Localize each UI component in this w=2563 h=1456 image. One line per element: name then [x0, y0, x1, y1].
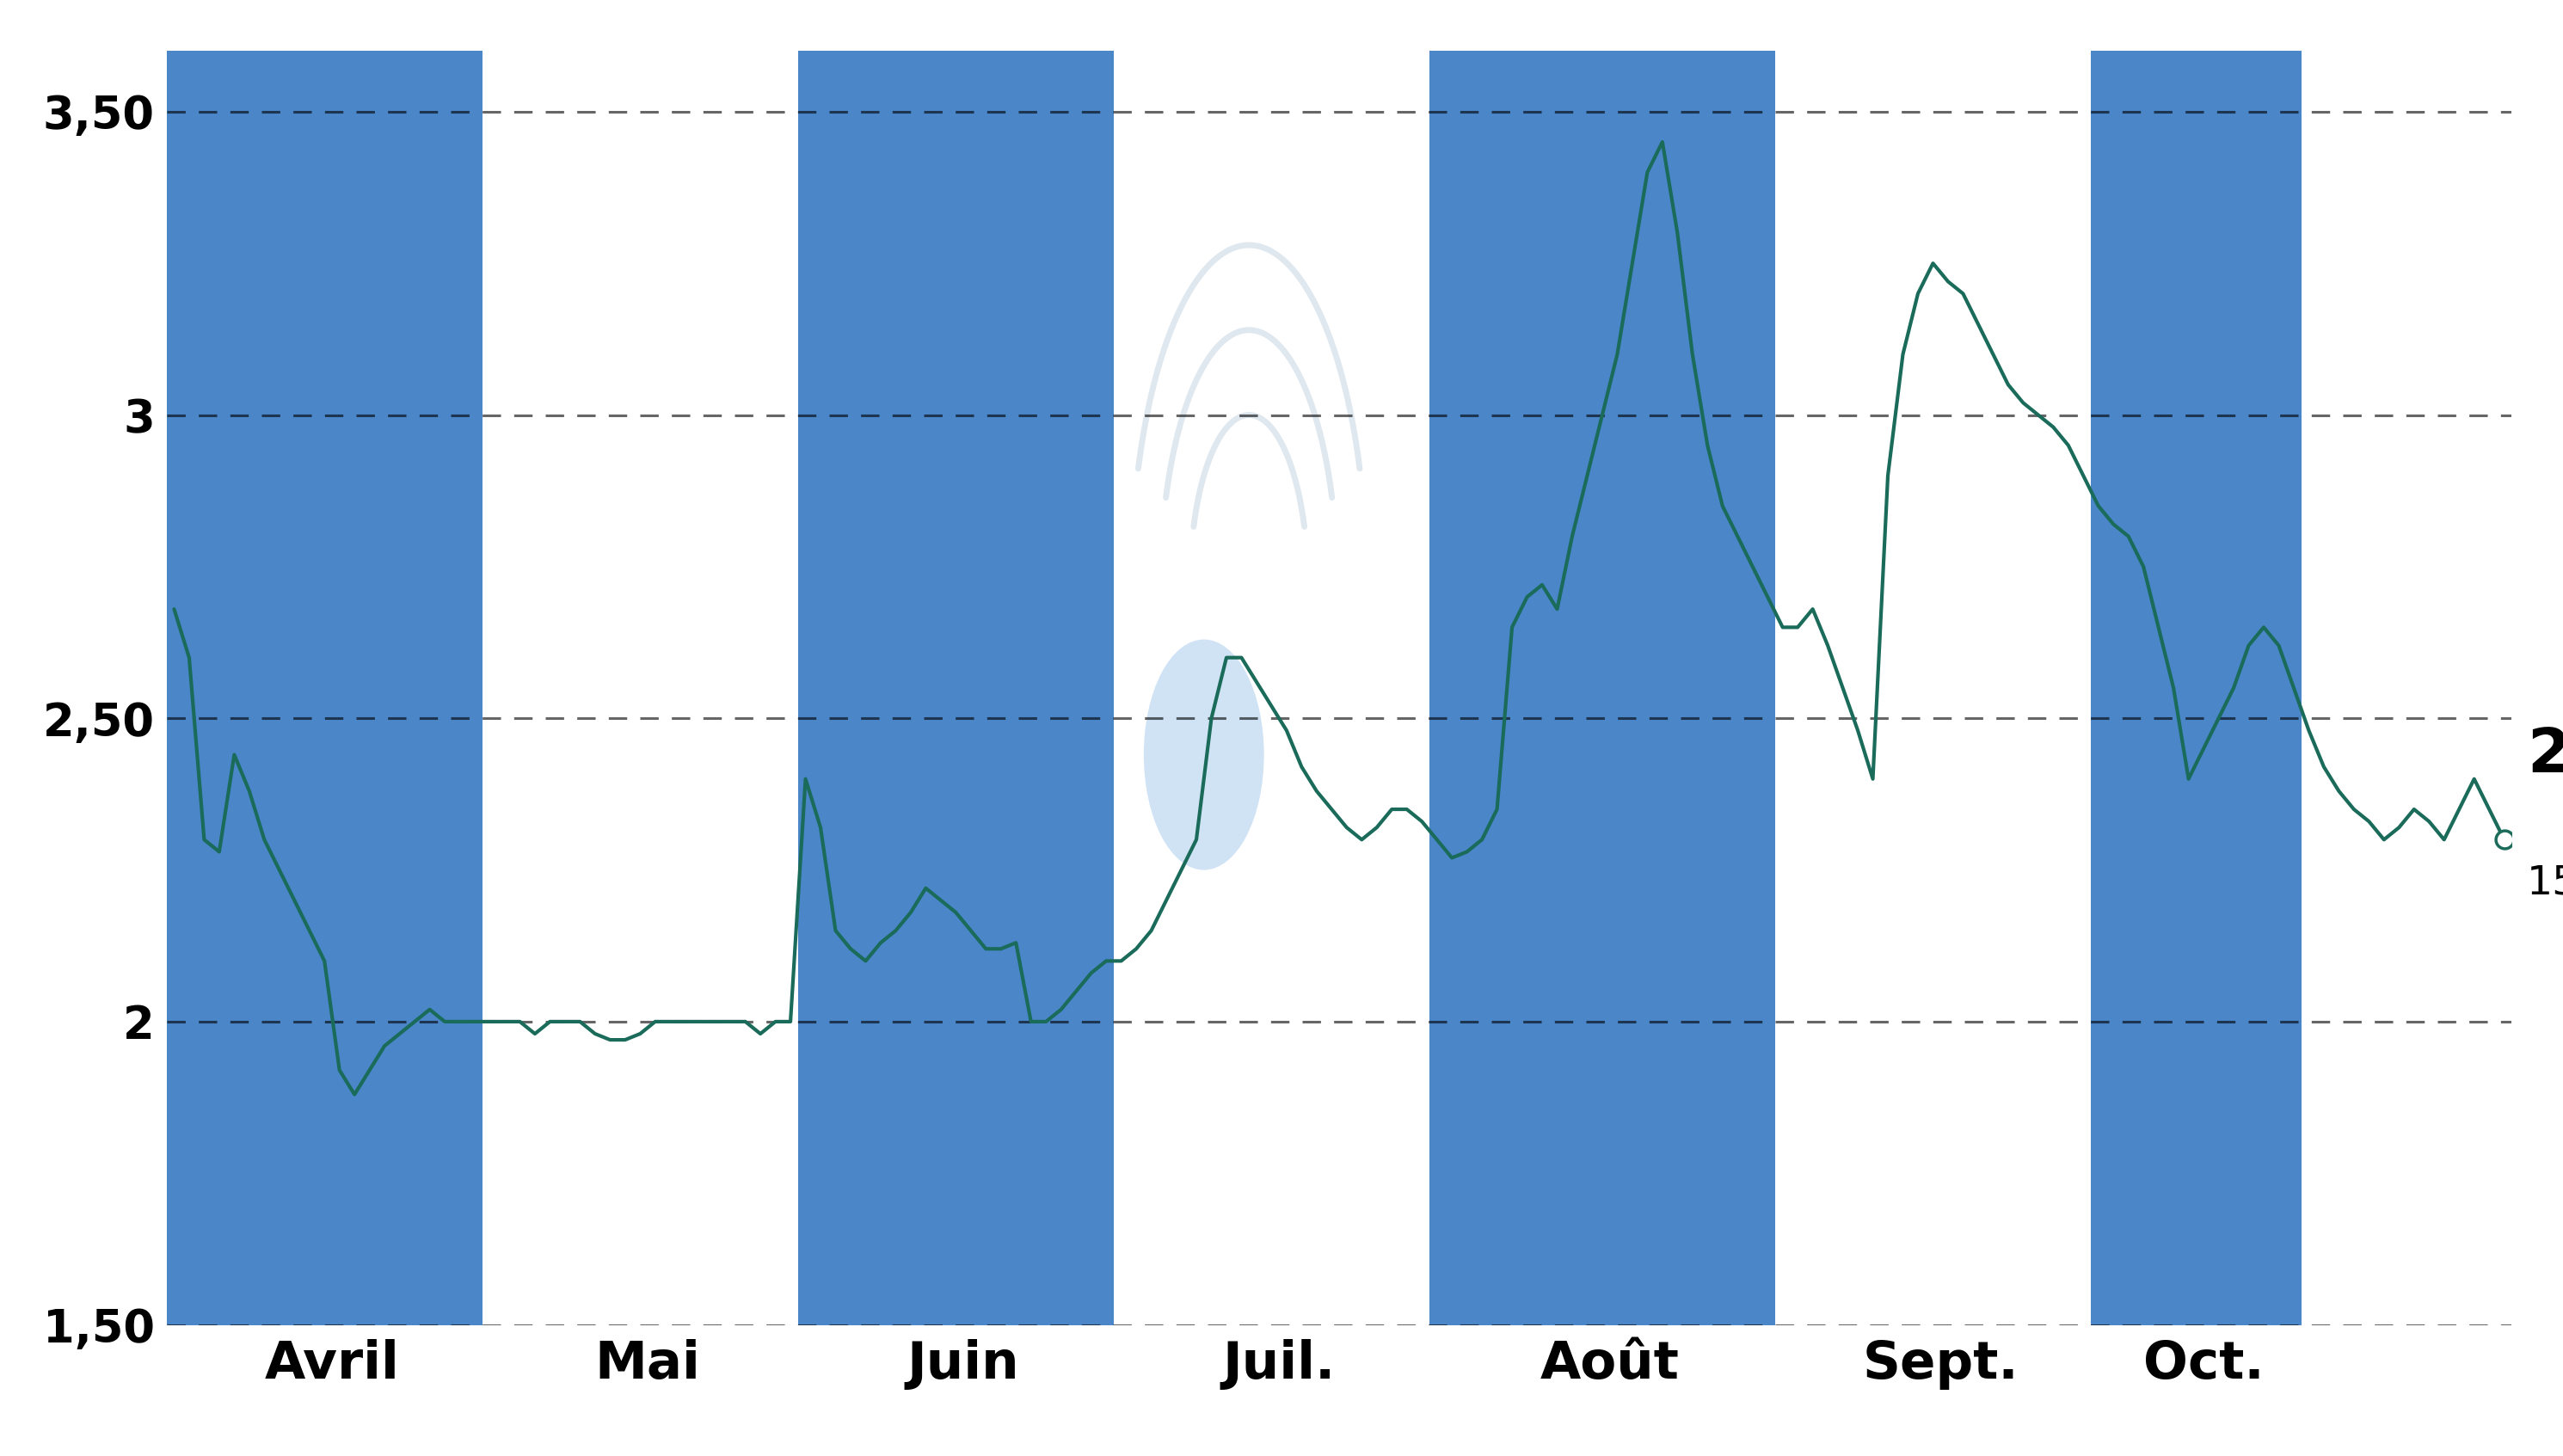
Bar	[2091, 51, 2302, 1325]
Ellipse shape	[1143, 639, 1264, 869]
Bar	[1430, 51, 1776, 1325]
Bar	[797, 51, 1115, 1325]
Text: Monogram Orthopaedics, Inc.: Monogram Orthopaedics, Inc.	[484, 32, 2079, 125]
Text: 2,30: 2,30	[2527, 725, 2563, 785]
Text: 15/10: 15/10	[2527, 863, 2563, 903]
Bar	[167, 51, 482, 1325]
